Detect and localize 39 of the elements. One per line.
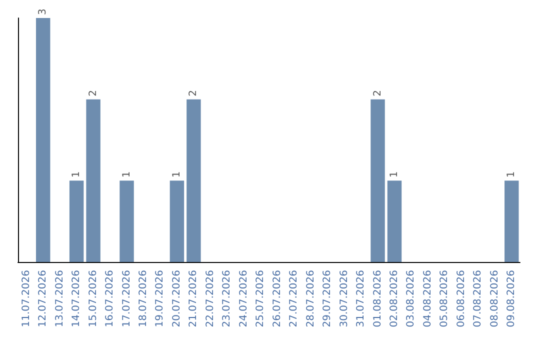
x-tick-label: 07.08.2026	[472, 270, 484, 328]
data-label: 3	[38, 8, 49, 15]
x-tick-label: 14.07.2026	[71, 270, 82, 328]
x-tick-label: 27.07.2026	[288, 270, 300, 328]
x-tick-label: 21.07.2026	[188, 270, 200, 328]
x-tick-label: 08.08.2026	[489, 270, 500, 328]
x-tick-label: 31.07.2026	[356, 270, 367, 328]
x-tick-label: 05.08.2026	[439, 270, 450, 328]
data-label: 1	[121, 171, 132, 178]
x-tick-label: 16.07.2026	[104, 270, 116, 328]
x-tick-label: 26.07.2026	[272, 270, 283, 328]
x-tick-label: 28.07.2026	[305, 270, 316, 328]
x-tick-label: 19.07.2026	[154, 270, 166, 328]
x-tick-label: 01.08.2026	[372, 270, 384, 328]
x-tick-label: 12.07.2026	[38, 270, 49, 328]
x-tick-label: 22.07.2026	[204, 270, 216, 328]
x-tick-label: 09.08.2026	[506, 270, 518, 328]
x-tick-label: 29.07.2026	[322, 270, 334, 328]
data-label: 2	[372, 90, 384, 96]
x-tick-label: 30.07.2026	[338, 270, 350, 328]
x-tick-label: 03.08.2026	[406, 270, 417, 328]
x-tick-label: 04.08.2026	[422, 270, 434, 328]
data-label: 1	[71, 171, 82, 178]
x-tick-label: 25.07.2026	[255, 270, 266, 328]
data-label: 1	[171, 171, 182, 178]
x-tick-label: 06.08.2026	[456, 270, 467, 328]
x-tick-label: 18.07.2026	[138, 270, 149, 328]
x-tick-label: 17.07.2026	[121, 270, 132, 328]
x-tick-label: 13.07.2026	[54, 270, 66, 328]
x-tick-label: 24.07.2026	[238, 270, 250, 328]
data-label: 2	[88, 90, 99, 96]
data-label: 1	[506, 171, 518, 178]
x-tick-label: 02.08.2026	[389, 270, 400, 328]
x-tick-label: 20.07.2026	[171, 270, 182, 328]
x-tick-label: 23.07.2026	[222, 270, 233, 328]
x-tick-label: 11.07.2026	[20, 270, 32, 328]
data-label: 1	[389, 171, 400, 178]
data-label: 2	[188, 90, 200, 96]
x-tick-label: 15.07.2026	[88, 270, 99, 328]
